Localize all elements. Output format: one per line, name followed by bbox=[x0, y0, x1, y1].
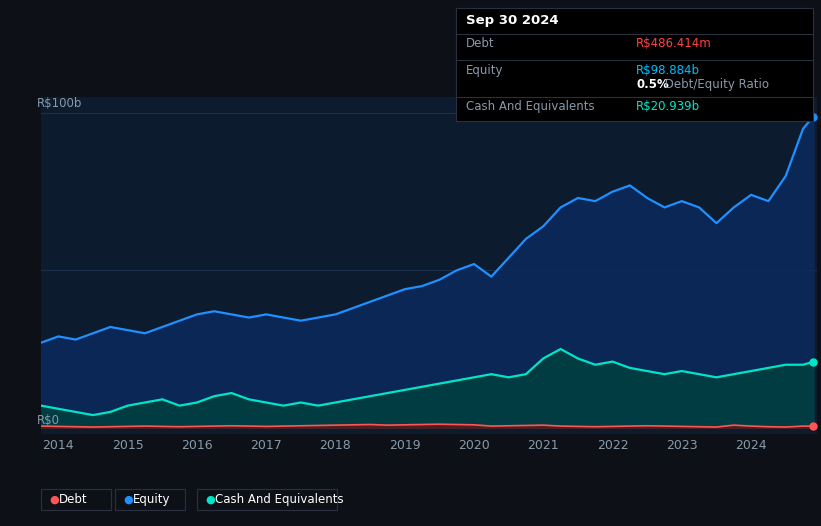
Text: R$20.939b: R$20.939b bbox=[636, 100, 700, 114]
Text: Equity: Equity bbox=[466, 64, 503, 77]
Text: ●: ● bbox=[205, 494, 215, 505]
Text: Cash And Equivalents: Cash And Equivalents bbox=[215, 493, 344, 506]
Text: R$98.884b: R$98.884b bbox=[636, 64, 700, 77]
Text: ●: ● bbox=[49, 494, 59, 505]
Text: Debt: Debt bbox=[466, 37, 494, 50]
Text: ●: ● bbox=[123, 494, 133, 505]
Text: Debt: Debt bbox=[59, 493, 88, 506]
Text: Cash And Equivalents: Cash And Equivalents bbox=[466, 100, 594, 114]
Text: R$486.414m: R$486.414m bbox=[636, 37, 712, 50]
Text: Equity: Equity bbox=[133, 493, 171, 506]
Text: Debt/Equity Ratio: Debt/Equity Ratio bbox=[661, 78, 769, 91]
Text: Sep 30 2024: Sep 30 2024 bbox=[466, 14, 558, 27]
Text: R$0: R$0 bbox=[37, 414, 60, 427]
Text: R$100b: R$100b bbox=[37, 97, 83, 110]
Text: 0.5%: 0.5% bbox=[636, 78, 669, 91]
